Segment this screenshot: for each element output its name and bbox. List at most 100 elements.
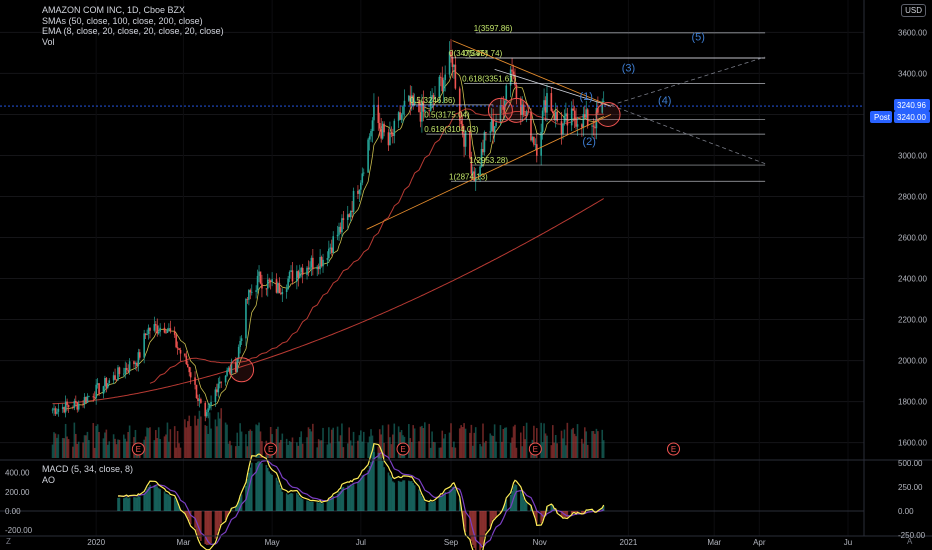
candle-body [287,278,289,290]
macd-left-tick: -200.00 [5,526,33,535]
volume-legend[interactable]: Vol [42,36,55,47]
x-tick-label: Ju [844,538,852,547]
ao-bar [250,462,253,511]
volume-bar [250,430,253,458]
candle-body [176,347,179,349]
volume-bar [64,423,67,458]
candle-body [256,275,259,291]
candle-body [163,327,166,333]
candle-body [400,114,403,120]
candle-body [63,407,65,413]
candlesticks [51,39,605,422]
volume-bar [216,426,218,458]
ao-bar [128,497,131,511]
ao-label[interactable]: AO [42,475,56,485]
ao-bar [210,511,212,544]
volume-bar [412,425,414,458]
ao-bar [300,498,303,511]
volume-bar [210,428,212,458]
volume-bar [409,438,412,458]
y-tick-label: 2800.00 [898,192,927,201]
candle-body [525,111,528,117]
candle-body [216,389,218,393]
ao-bar [540,511,542,524]
candle-body [153,324,156,331]
volume-bar [175,447,177,458]
candle-body [138,352,141,358]
candle-body [509,69,512,86]
ao-bar [154,485,157,511]
ao-bar [530,506,532,511]
ao-bar [520,489,522,511]
ao-bar [256,461,259,511]
sma-legend[interactable]: SMAs (50, close, 100, close, 200, close) [42,15,203,26]
macd-label[interactable]: MACD (5, 34, close, 8) [42,464,134,474]
volume-bar [413,428,416,458]
ao-bar [224,511,227,521]
ao-bar [441,495,444,511]
auto-scale-button[interactable]: A [907,537,913,546]
post-price-tag [894,111,930,124]
x-tick-label: Nov [533,538,547,547]
volume-bar [127,432,129,458]
volume-bar [95,425,97,458]
volume-bar [434,442,436,458]
ao-bar [403,480,406,511]
ao-bar [444,492,446,511]
ao-bar [400,481,403,511]
fib-level-label: 0.5(3246.86) [410,96,456,105]
volume-bar [230,445,233,458]
ao-bar [207,511,209,545]
volume-bar [146,427,148,458]
candle-body [188,366,191,373]
ao-bar [176,503,179,511]
candle-body [112,375,115,381]
volume-bar [227,443,230,458]
volume-bar [53,432,55,458]
volume-bar [77,441,80,458]
symbol-title[interactable]: AMAZON COM INC, 1D, Cboe BZX [42,5,186,15]
x-tick-label: Apr [753,538,766,547]
candle-body [421,101,423,122]
volume-bar [389,437,391,458]
candle-body [514,74,516,86]
candle-body [367,139,369,173]
ema-legend[interactable]: EMA (8, close, 20, close, 20, close, 20,… [42,26,224,36]
volume-bar [234,446,237,458]
volume-bar [301,443,304,458]
timezone-z-button[interactable]: Z [6,537,11,546]
volume-bar [122,434,125,458]
volume-bar [281,433,284,458]
volume-bar [348,427,351,458]
ao-bar [134,497,137,511]
currency-button[interactable]: USD [901,4,926,17]
candle-body [438,76,441,98]
volume-bar [581,438,583,458]
volume-bar [461,426,464,458]
candle-body [505,85,508,101]
candle-body [236,358,239,372]
x-tick-label: Mar [707,538,721,547]
ao-bar [504,504,506,511]
candle-body [360,182,362,190]
volume-bar [440,447,442,458]
ao-bar [448,490,451,511]
ao-bar [402,480,404,511]
volume-bar [556,443,558,458]
ao-bar [454,489,457,511]
volume-bar [483,442,486,458]
candle-body [73,400,76,408]
candle-body [104,377,106,387]
candle-body [442,80,445,92]
candle-body [184,353,186,356]
candle-body [575,118,577,127]
candle-body [297,271,300,278]
candle-body [336,234,339,237]
ao-bar [166,494,169,511]
volume-bar [328,427,330,458]
volume-bar [570,429,573,458]
candle-body [515,85,518,99]
ao-bar [357,482,359,511]
